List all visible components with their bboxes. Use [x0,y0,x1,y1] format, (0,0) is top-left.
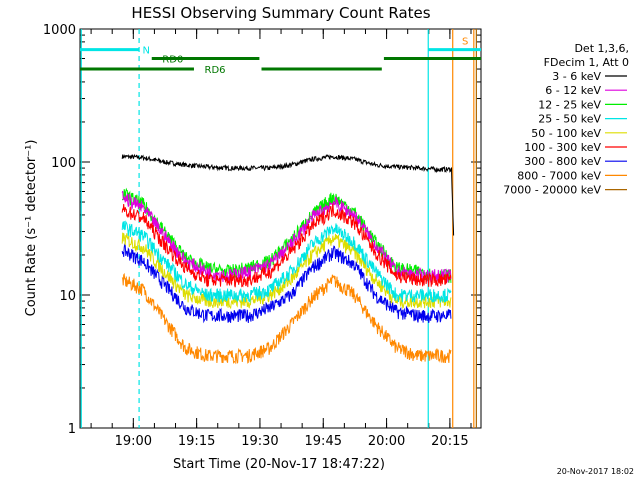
y-tick-label: 100 [51,156,76,171]
legend-entry-label: 25 - 50 keV [538,113,601,126]
legend-entry-label: 300 - 800 keV [524,155,601,168]
legend-header: FDecim 1, Att 0 [544,56,629,69]
plot-frame [79,28,482,429]
status-bar-label: RD0 [162,55,183,66]
legend-entry-label: 7000 - 20000 keV [503,184,601,197]
series-line [121,272,452,365]
legend-entry-label: 800 - 7000 keV [517,169,601,182]
y-axis-label: Count Rate (s⁻¹ detector⁻¹) [24,140,39,317]
plot-area: 1 10 100 1000 19:00 19:15 19:30 19:45 20:00 20:15… [43,23,482,449]
footer-timestamp: 20-Nov-2017 18:02 [557,467,634,476]
series-line [121,243,452,324]
x-tick-label: 19:30 [241,434,278,449]
x-tick-label: 19:00 [115,434,152,449]
x-tick-label: 20:00 [368,434,405,449]
series-line [121,220,452,304]
status-bar-label: RD6 [205,65,226,76]
legend-header: Det 1,3,6, [574,42,629,55]
y-tick-label: 1 [68,422,76,437]
legend-entry-label: 50 - 100 keV [531,127,601,140]
x-axis-label: Start Time (20-Nov-17 18:47:22) [173,457,385,472]
x-tick-label: 19:45 [305,434,342,449]
chart-title: HESSI Observing Summary Count Rates [131,4,430,22]
status-bar-label: S [462,36,468,47]
legend-entry-label: 12 - 25 keV [538,98,601,111]
y-tick-label: 10 [59,289,76,304]
series-line [121,153,455,236]
legend-entry-label: 3 - 6 keV [552,70,601,83]
legend-entry-label: 100 - 300 keV [524,141,601,154]
series-line [121,203,452,288]
x-tick-label: 20:15 [431,434,468,449]
status-bar-label: N [142,46,149,57]
legend-entry-label: 6 - 12 keV [545,84,601,97]
x-tick-label: 19:15 [178,434,215,449]
y-tick-label: 1000 [43,23,76,38]
